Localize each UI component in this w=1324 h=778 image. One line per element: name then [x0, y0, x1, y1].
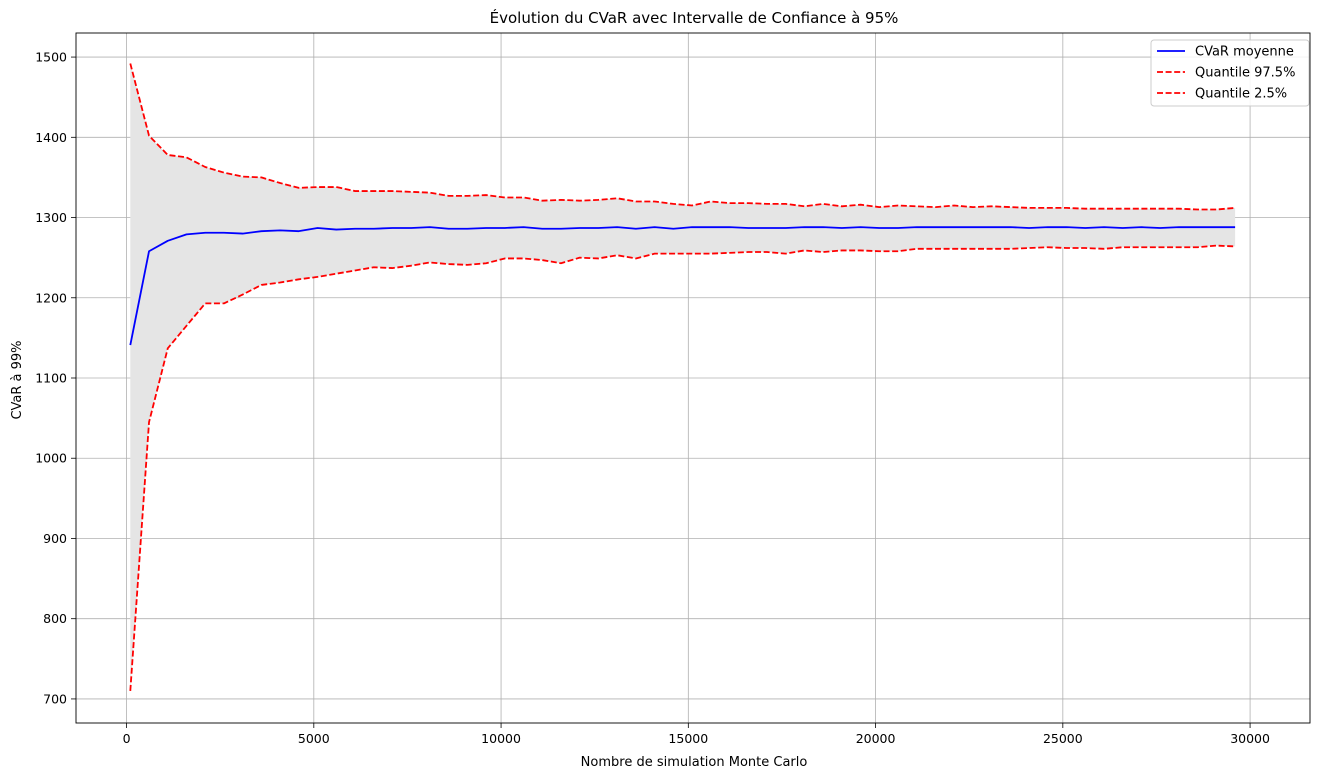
- x-tick-label: 5000: [298, 731, 330, 746]
- x-tick-label: 25000: [1043, 731, 1083, 746]
- x-tick-label: 15000: [668, 731, 708, 746]
- y-tick-label: 1000: [35, 451, 67, 466]
- y-tick-label: 1100: [35, 371, 67, 386]
- y-tick-label: 700: [43, 691, 67, 706]
- legend-label-quantile-97-5: Quantile 97.5%: [1195, 66, 1295, 81]
- series: [129, 63, 1236, 691]
- y-tick-label: 1200: [35, 290, 67, 305]
- y-tick-label: 900: [43, 531, 67, 546]
- grid: [76, 33, 1310, 723]
- x-tick-label: 20000: [856, 731, 896, 746]
- ticks: 0 5000 10000 15000 20000 25000 30000 700 800 900 1…: [35, 50, 1270, 746]
- y-axis-title: CVaR à 99%: [10, 340, 25, 419]
- series-line-quantile-2-5: [129, 244, 1236, 691]
- x-tick-label: 30000: [1230, 731, 1270, 746]
- y-tick-label: 1300: [35, 210, 67, 225]
- series-line-quantile-97-5: [129, 63, 1236, 211]
- x-axis-title: Nombre de simulation Monte Carlo: [581, 755, 808, 770]
- confidence-band: [130, 63, 1236, 691]
- y-tick-label: 800: [43, 611, 67, 626]
- y-tick-label: 1500: [35, 50, 67, 65]
- x-tick-label: 0: [123, 731, 131, 746]
- y-tick-label: 1400: [35, 130, 67, 145]
- legend: CVaR moyenne Quantile 97.5% Quantile 2.5…: [1150, 39, 1310, 107]
- x-tick-label: 10000: [481, 731, 521, 746]
- legend-label-quantile-2-5: Quantile 2.5%: [1195, 87, 1287, 102]
- legend-label-cvar-moyenne: CVaR moyenne: [1195, 45, 1294, 60]
- legend-box: [1150, 39, 1310, 107]
- series-line-cvar-moyenne: [129, 226, 1236, 346]
- confidence-band-area: [130, 63, 1236, 691]
- chart-title: Évolution du CVaR avec Intervalle de Con…: [490, 8, 899, 27]
